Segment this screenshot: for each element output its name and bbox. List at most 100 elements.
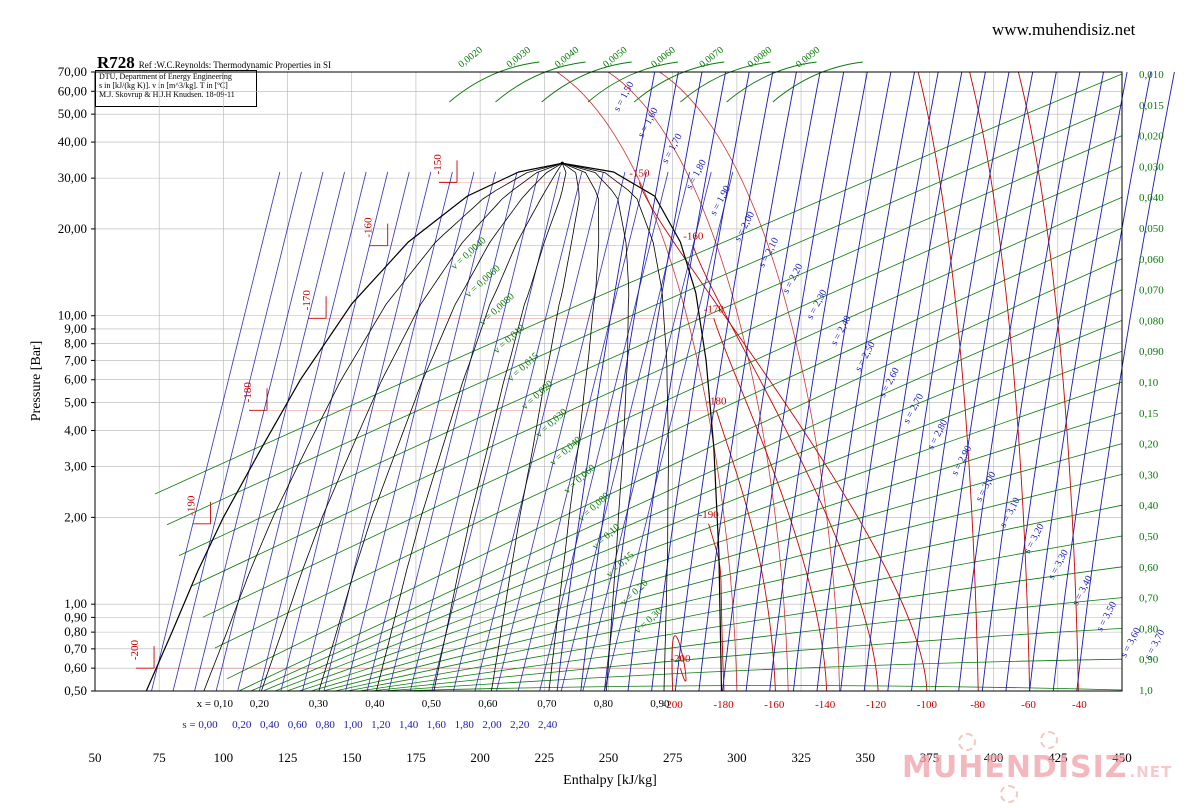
x-tick-label: 400 (984, 750, 1004, 765)
liquid-entropy-label: 1,20 (371, 719, 391, 731)
isentrope-liquid (302, 171, 432, 692)
isotherm-label: -190 (699, 509, 720, 521)
isentrope-label: s = 2,90 (950, 444, 975, 477)
isochore-right-label: 0,040 (1139, 192, 1164, 204)
isochore-right-label: 0,30 (1139, 469, 1159, 481)
isotherm-supercritical (556, 71, 738, 692)
info-line-3: M.J. Skovrup & H.J.H Knudsen. 18-09-11 (99, 90, 235, 99)
isentrope-liquid (388, 171, 518, 692)
isochore (310, 474, 1123, 692)
isentrope-label: s = 3,00 (974, 470, 999, 503)
isentrope-liquid (366, 171, 496, 692)
x-tick-label: 325 (791, 750, 811, 765)
isentrope-label: s = 1,50 (612, 80, 637, 113)
isentrope-liquid (496, 171, 626, 692)
x-tick-label: 175 (406, 750, 426, 765)
isentrope-liquid (280, 171, 410, 692)
isentrope (792, 71, 892, 692)
y-tick-label: 3,00 (64, 459, 87, 474)
quality-label: 0,90 (650, 698, 670, 710)
critical-point (560, 161, 564, 165)
info-line-1: DTU, Department of Energy Engineering (99, 72, 232, 81)
watermark-text: MUHENDISIZ (902, 750, 1128, 785)
isotherm-vapor (715, 410, 776, 692)
isochore-right-label: 0,015 (1139, 100, 1164, 112)
gear-icon (958, 733, 976, 751)
saturation-dome-layer (145, 161, 723, 692)
isentrope (556, 71, 656, 692)
quality-line (565, 163, 669, 692)
chart-reference: Ref :W.C.Reynolds: Thermodynamic Propert… (138, 60, 332, 70)
isochore (370, 628, 1123, 692)
isochore-top-label: 0,0050 (601, 45, 629, 71)
isochore-top (633, 61, 725, 103)
isentrope-label: s = 2,50 (853, 340, 878, 373)
liquid-entropy-label: 1,40 (399, 719, 419, 731)
x-axis-title: Enthalpy [kJ/kg] (563, 773, 657, 788)
isentrope-liquid (258, 171, 389, 692)
isotherm-label: -160 (683, 231, 704, 243)
isochore-top-label: 0,0020 (456, 45, 484, 71)
y-tick-label: 70,00 (58, 64, 87, 79)
y-tick-label: 6,00 (64, 372, 87, 387)
isentrope-liquid (453, 171, 583, 692)
y-tick-label: 0,50 (64, 683, 87, 698)
isochore-top-label: 0,0040 (553, 45, 581, 71)
info-line-2: s in [kJ/(kg K)]. v in [m^3/kg]. T in [º… (99, 81, 228, 90)
isentrope (911, 71, 1010, 692)
isentrope-layer (151, 71, 1175, 692)
isochore (154, 73, 1123, 495)
y-tick-label: 1,00 (64, 596, 87, 611)
isotherm-vapor (692, 245, 879, 692)
y-tick-label: 20,00 (58, 221, 87, 236)
y-tick-label: 7,00 (64, 352, 87, 367)
isochore-dome-label: v = 0,20 (619, 578, 651, 608)
isochore (274, 381, 1123, 692)
liquid-entropy-label: s = 0,00 (182, 719, 218, 731)
y-tick-label: 0,90 (64, 609, 87, 624)
isochore-right-label: 0,060 (1139, 254, 1164, 266)
quality-line (433, 163, 567, 692)
temperature-axis-label: -200 (663, 699, 684, 711)
isochore-right-label: 0,20 (1139, 439, 1159, 451)
y-axis-title: Pressure [Bar] (29, 341, 44, 421)
isotherm-label: -150 (432, 154, 444, 175)
isentrope-label: s = 1,90 (708, 184, 733, 217)
saturation-dome (145, 162, 723, 692)
isentrope-liquid (409, 171, 540, 692)
isotherm-label: -180 (242, 382, 254, 403)
isochore-right-label: 0,60 (1139, 562, 1159, 574)
isochore-top (680, 61, 771, 103)
isotherm-layer (136, 71, 1079, 692)
y-tick-label: 40,00 (58, 134, 87, 149)
isochore-dome-label: v = 0,040 (548, 435, 584, 469)
isotherm-label: -150 (629, 167, 650, 179)
isentrope (958, 71, 1057, 692)
y-tick-label: 8,00 (64, 336, 87, 351)
liquid-entropy-label: 0,60 (288, 719, 308, 731)
x-tick-label: 275 (663, 750, 683, 765)
temperature-axis-label: -180 (713, 699, 734, 711)
isotherm-vapor (969, 71, 1031, 692)
liquid-entropy-label: 1,60 (427, 719, 447, 731)
y-tick-label: 0,60 (64, 660, 87, 675)
axes-layer: 0,500,600,700,800,901,002,003,004,005,00… (29, 64, 1132, 788)
x-tick-label: 50 (89, 750, 102, 765)
isotherm-vapor (1017, 71, 1079, 692)
isentrope-liquid (431, 171, 561, 692)
isochore-right-label: 0,020 (1139, 131, 1164, 143)
isentrope-label: s = 1,60 (636, 106, 661, 139)
y-tick-label: 30,00 (58, 170, 87, 185)
isotherm-supercritical (607, 71, 789, 692)
isotherm-label: -160 (363, 217, 375, 238)
isochore (202, 196, 1123, 618)
isentrope-liquid (194, 171, 324, 692)
isochore-right-label: 0,080 (1139, 315, 1164, 327)
isochore-top (449, 61, 540, 103)
isentrope (745, 71, 845, 692)
liquid-entropy-label: 1,80 (455, 719, 475, 731)
watermark-suffix: .NET (1129, 763, 1173, 781)
quality-label: 0,50 (422, 698, 442, 710)
quality-label: 0,40 (365, 698, 385, 710)
isochore (358, 597, 1123, 692)
